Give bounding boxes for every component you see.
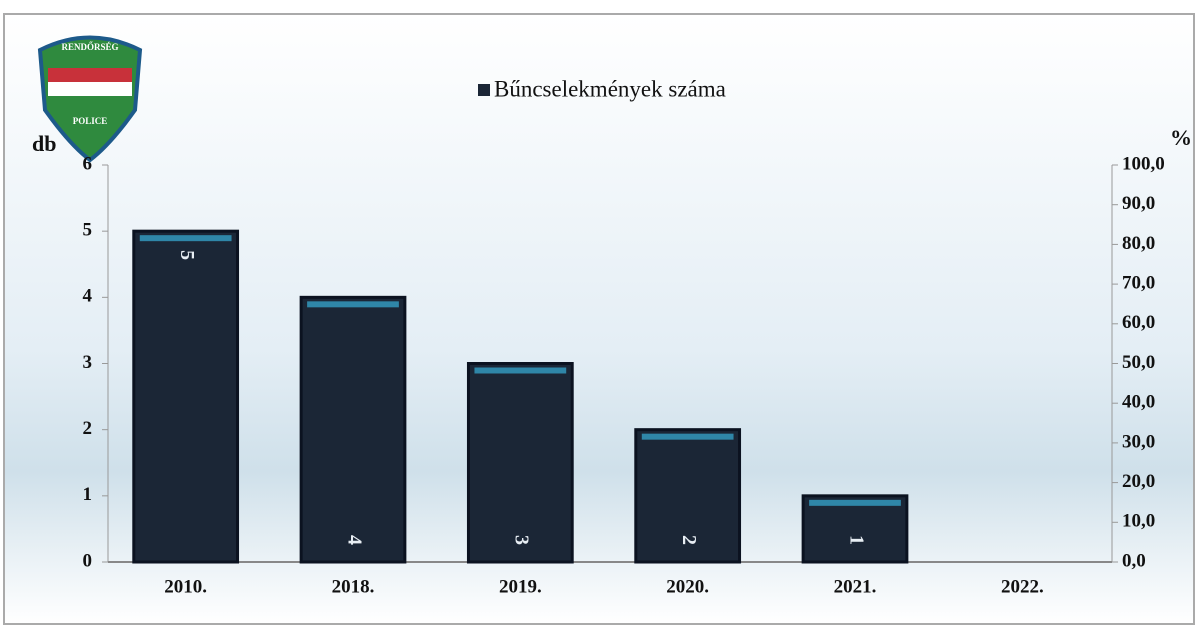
y2-tick-label: 0,0 bbox=[1122, 550, 1146, 571]
y2-tick-label: 20,0 bbox=[1122, 471, 1155, 492]
bar-highlight bbox=[474, 368, 566, 374]
x-tick-label: 2018. bbox=[332, 576, 375, 597]
y-tick-label: 5 bbox=[83, 220, 93, 241]
y-tick-label: 4 bbox=[83, 286, 93, 307]
value-label: 5 bbox=[176, 250, 198, 260]
legend-label: Bűncselekmények száma bbox=[494, 76, 726, 101]
y-tick-label: 6 bbox=[83, 153, 93, 174]
value-label: 3 bbox=[511, 535, 533, 545]
logo-top-text: RENDŐRSÉG bbox=[61, 42, 118, 52]
x-tick-label: 2021. bbox=[834, 576, 877, 597]
y-tick-label: 2 bbox=[83, 418, 93, 439]
y2-axis-label: % bbox=[1170, 125, 1192, 150]
y-tick-label: 0 bbox=[83, 550, 93, 571]
y-axis-label: db bbox=[32, 131, 56, 156]
bar-highlight bbox=[809, 500, 901, 506]
x-tick-label: 2019. bbox=[499, 576, 542, 597]
y2-tick-label: 60,0 bbox=[1122, 312, 1155, 333]
value-label: 4 bbox=[343, 535, 365, 545]
y2-tick-label: 30,0 bbox=[1122, 431, 1155, 452]
value-label: 1 bbox=[845, 535, 867, 545]
y2-tick-label: 80,0 bbox=[1122, 233, 1155, 254]
bar-highlight bbox=[140, 235, 232, 241]
x-tick-label: 2022. bbox=[1001, 576, 1044, 597]
x-tick-label: 2010. bbox=[164, 576, 207, 597]
bar-highlight bbox=[642, 434, 734, 440]
bar-highlight bbox=[307, 301, 399, 307]
y-tick-label: 1 bbox=[83, 484, 93, 505]
x-tick-label: 2020. bbox=[666, 576, 709, 597]
y2-tick-label: 70,0 bbox=[1122, 272, 1155, 293]
y2-tick-label: 50,0 bbox=[1122, 352, 1155, 373]
value-label: 2 bbox=[678, 535, 700, 545]
page: {"logo": {"top": "RENDŐRSÉG", "bottom": … bbox=[0, 0, 1198, 628]
y2-tick-label: 90,0 bbox=[1122, 193, 1155, 214]
chart: RENDŐRSÉG POLICE Bűncselekmények száma d… bbox=[0, 0, 1198, 628]
bar bbox=[468, 364, 572, 563]
y-tick-label: 3 bbox=[83, 352, 93, 373]
bar bbox=[301, 297, 405, 562]
y2-tick-label: 100,0 bbox=[1122, 153, 1165, 174]
bar bbox=[134, 231, 238, 562]
y2-tick-label: 40,0 bbox=[1122, 392, 1155, 413]
legend-swatch bbox=[478, 84, 490, 96]
logo-bottom-text: POLICE bbox=[73, 116, 108, 126]
y2-tick-label: 10,0 bbox=[1122, 511, 1155, 532]
